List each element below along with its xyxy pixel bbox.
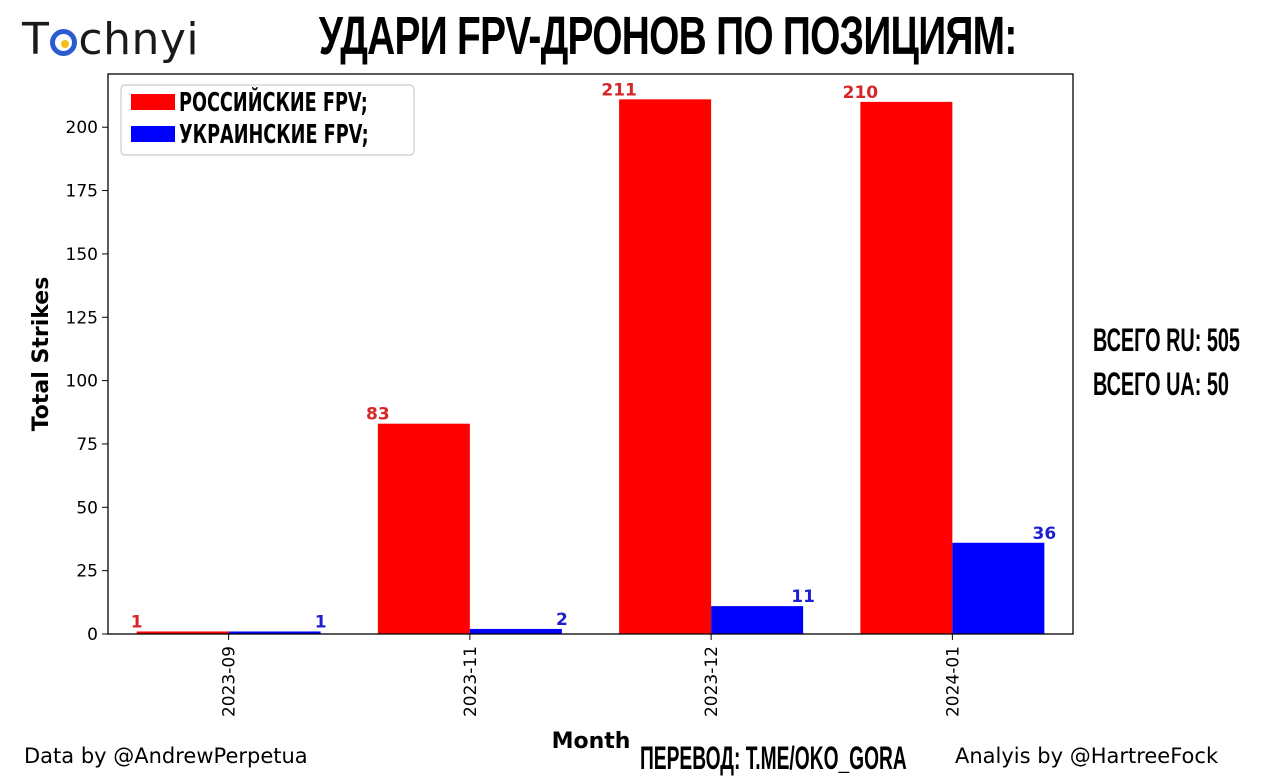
data-label-ukrainian: 1 — [315, 612, 327, 632]
data-label-ukrainian: 2 — [556, 610, 568, 630]
bar-ukrainian — [711, 606, 804, 634]
data-label-ukrainian: 11 — [791, 587, 815, 607]
bar-ukrainian — [469, 628, 562, 634]
legend-label-russian: РОССИЙСКИЕ FPV; — [179, 85, 368, 118]
legend-swatch-russian — [131, 94, 175, 110]
bar-russian — [136, 631, 229, 634]
y-tick-label: 125 — [66, 308, 98, 328]
data-label-ukrainian: 36 — [1033, 524, 1057, 544]
translation-credit: ПЕРЕВОД: T.ME/OKO_GORA — [640, 740, 907, 776]
data-label-russian: 1 — [131, 612, 143, 632]
x-tick-label: 2023-12 — [702, 646, 722, 717]
plot-frame — [107, 73, 1074, 635]
data-label-russian: 210 — [843, 83, 879, 103]
total-ua: ВСЕГО UA: 50 — [1093, 366, 1229, 402]
y-tick-label: 150 — [66, 245, 98, 265]
data-label-russian: 83 — [366, 405, 390, 425]
bar-ukrainian — [952, 542, 1045, 634]
data-label-russian: 211 — [601, 80, 637, 100]
x-tick-label: 2023-11 — [461, 646, 481, 717]
data-credit: Data by @AndrewPerpetua — [24, 744, 308, 768]
total-ru: ВСЕГО RU: 505 — [1093, 322, 1240, 358]
y-tick-label: 0 — [87, 625, 98, 645]
bar-russian — [619, 99, 712, 635]
y-tick-label: 75 — [76, 435, 98, 455]
y-tick-label: 100 — [66, 372, 98, 392]
x-tick-label: 2023-09 — [220, 646, 240, 717]
analysis-credit: Analyis by @HartreeFock — [955, 744, 1219, 768]
eye-icon — [50, 28, 78, 56]
x-axis-label: Month — [552, 729, 631, 754]
legend-label-ukrainian: УКРАИНСКИЕ FPV; — [179, 120, 369, 150]
legend-swatch-ukrainian — [131, 126, 175, 142]
y-tick-label: 175 — [66, 182, 98, 202]
bar-russian — [377, 423, 470, 634]
y-tick-label: 200 — [66, 118, 98, 138]
y-tick-label: 50 — [76, 498, 98, 518]
y-axis-label: Total Strikes — [29, 277, 54, 432]
bar-ukrainian — [228, 631, 321, 634]
legend-box — [120, 84, 415, 156]
logo-text-end: chnyi — [78, 14, 200, 65]
logo-text-start: T — [22, 14, 50, 65]
x-tick-label: 2024-01 — [943, 646, 963, 717]
chart-title: УДАРИ FPV-ДРОНОВ ПО ПОЗИЦИЯМ: — [318, 6, 1018, 66]
y-tick-label: 25 — [76, 562, 98, 582]
bar-russian — [860, 101, 953, 635]
